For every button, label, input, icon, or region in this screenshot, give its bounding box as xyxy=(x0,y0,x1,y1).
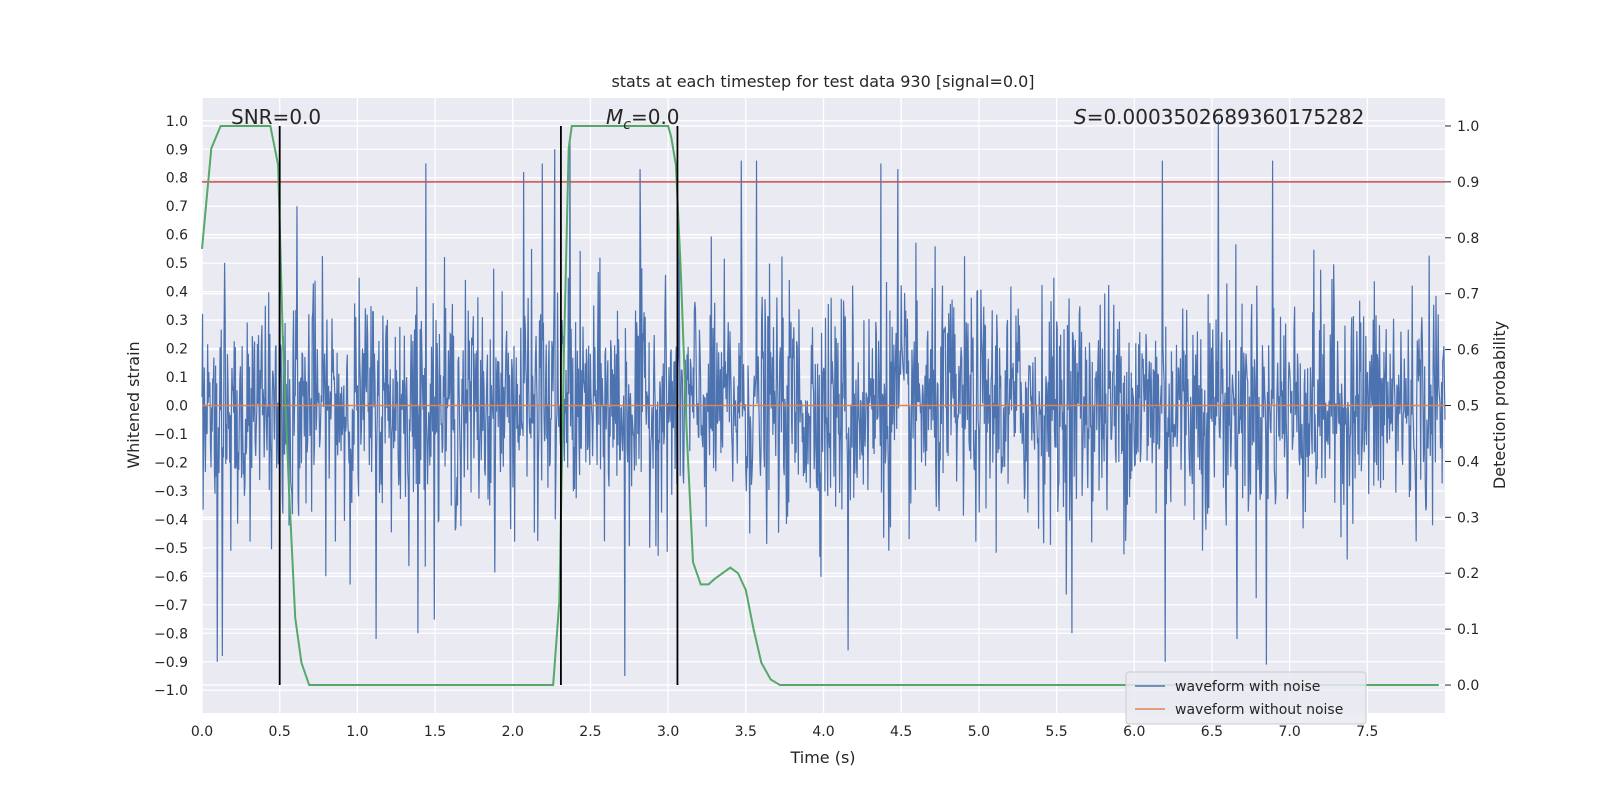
y-tick-label-right: 0.4 xyxy=(1457,454,1479,470)
x-tick-label: 6.5 xyxy=(1201,724,1223,740)
y-tick-label-left: 0.9 xyxy=(166,142,188,158)
x-tick-label: 2.0 xyxy=(502,724,524,740)
probability-series-layer xyxy=(201,124,1439,687)
axis-layer: 0.0 0.5 1.0 1.5 2.0 2.5 3.0 3.5 4.0 4.5 5.0 5.5 6.0 6… xyxy=(154,114,1479,740)
mc-annotation: Mc=0.0 xyxy=(606,105,680,133)
legend-label-clean: waveform without noise xyxy=(1175,702,1343,718)
y-tick-label-left: 1.0 xyxy=(166,114,188,130)
y-tick-label-left: −0.1 xyxy=(154,427,188,443)
x-tick-label: 7.5 xyxy=(1356,724,1378,740)
y-tick-label-left: −1.0 xyxy=(154,683,188,699)
x-tick-label: 4.0 xyxy=(812,724,834,740)
y-tick-label-right: 0.3 xyxy=(1457,510,1479,526)
y-tick-label-right: 0.6 xyxy=(1457,343,1479,359)
legend: waveform with noise waveform without noi… xyxy=(1125,671,1367,725)
snr-annotation: SNR=0.0 xyxy=(231,105,321,129)
y-tick-label-left: −0.2 xyxy=(154,455,188,471)
s-symbol: S xyxy=(1074,105,1087,129)
y-tick-label-right: 1.0 xyxy=(1457,119,1479,135)
y-tick-label-right: 0.2 xyxy=(1457,566,1479,582)
y-tick-label-right: 0.9 xyxy=(1457,175,1479,191)
x-tick-label: 5.5 xyxy=(1045,724,1067,740)
x-tick-label: 3.0 xyxy=(657,724,679,740)
x-tick-label: 4.5 xyxy=(890,724,912,740)
legend-box xyxy=(1125,671,1367,725)
x-tick-label: 0.5 xyxy=(269,724,291,740)
y-tick-label-left: −0.3 xyxy=(154,484,188,500)
y-tick-label-left: −0.9 xyxy=(154,655,188,671)
y-tick-label-left: −0.7 xyxy=(154,598,188,614)
y-tick-label-left: 0.4 xyxy=(166,285,188,301)
series-detection-probability xyxy=(201,124,1439,687)
y-tick-label-left: 0.7 xyxy=(166,199,188,215)
snr-value: 0.0 xyxy=(289,105,321,129)
y-tick-label-left: 0.5 xyxy=(166,256,188,272)
y-axis-label-left: Whitened strain xyxy=(124,341,143,468)
noise-series-layer xyxy=(201,120,1446,676)
series-waveform-with-noise xyxy=(201,120,1446,676)
snr-prefix: SNR= xyxy=(231,105,289,129)
chart-title: stats at each timestep for test data 930… xyxy=(611,72,1034,91)
x-tick-label: 7.0 xyxy=(1278,724,1300,740)
y-axis-label-right: Detection probability xyxy=(1490,321,1509,489)
mc-symbol: M xyxy=(606,105,623,129)
y-tick-label-right: 0.7 xyxy=(1457,287,1479,303)
y-tick-label-left: −0.5 xyxy=(154,541,188,557)
y-tick-label-right: 0.1 xyxy=(1457,622,1479,638)
x-tick-label: 6.0 xyxy=(1123,724,1145,740)
y-tick-label-left: 0.0 xyxy=(166,399,188,415)
y-tick-label-left: 0.2 xyxy=(166,342,188,358)
x-tick-label: 2.5 xyxy=(579,724,601,740)
y-tick-label-left: 0.6 xyxy=(166,228,188,244)
vertical-lines-layer xyxy=(278,125,679,686)
y-tick-label-left: 0.3 xyxy=(166,313,188,329)
y-tick-label-left: −0.8 xyxy=(154,626,188,642)
s-annotation: S=0.0003502689360175282 xyxy=(1074,105,1364,129)
legend-label-noise: waveform with noise xyxy=(1175,679,1320,695)
x-tick-label: 5.0 xyxy=(968,724,990,740)
y-tick-label-left: −0.6 xyxy=(154,569,188,585)
x-tick-label: 1.5 xyxy=(424,724,446,740)
x-axis-label: Time (s) xyxy=(789,748,855,767)
y-tick-label-right: 0.0 xyxy=(1457,678,1479,694)
y-tick-label-left: 0.8 xyxy=(166,171,188,187)
x-tick-label: 3.5 xyxy=(735,724,757,740)
x-tick-label: 1.0 xyxy=(346,724,368,740)
y-tick-label-left: −0.4 xyxy=(154,512,188,528)
y-tick-label-right: 0.8 xyxy=(1457,231,1479,247)
x-tick-label: 0.0 xyxy=(191,724,213,740)
y-tick-label-left: 0.1 xyxy=(166,370,188,386)
y-tick-label-right: 0.5 xyxy=(1457,399,1479,415)
s-value: =0.0003502689360175282 xyxy=(1087,105,1365,129)
mc-subscript: c xyxy=(623,117,631,133)
mc-value: =0.0 xyxy=(631,105,680,129)
